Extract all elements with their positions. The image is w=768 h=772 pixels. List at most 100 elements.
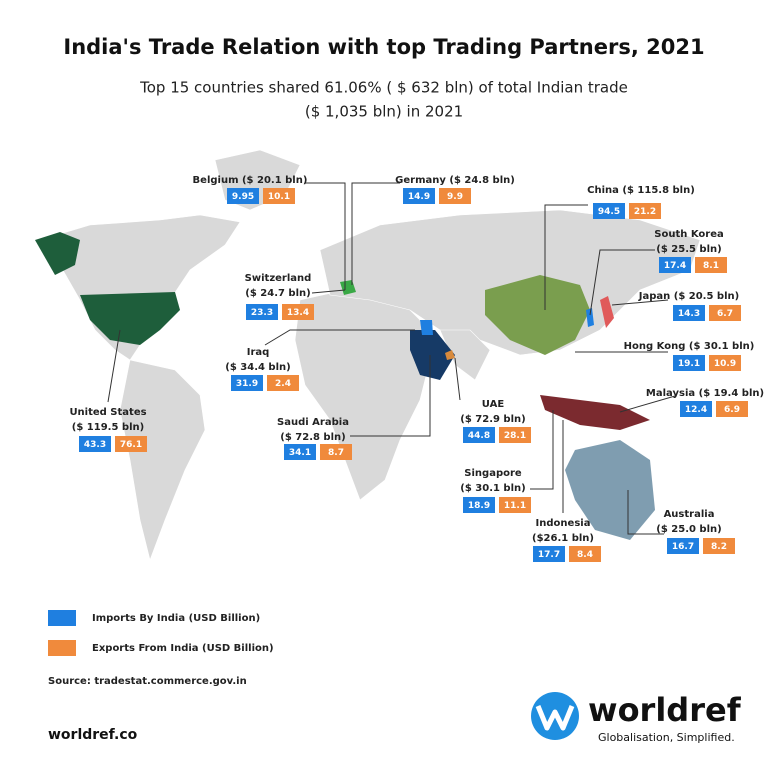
imports-value: 34.1	[289, 448, 311, 458]
exports-box	[629, 203, 661, 219]
brand-name: worldref	[588, 691, 742, 729]
exports-box	[709, 305, 741, 321]
country-label: Saudi Arabia	[277, 417, 349, 428]
imports-value: 44.8	[468, 431, 490, 441]
exports-value: 10.9	[714, 359, 736, 369]
leader-line	[350, 355, 431, 437]
leader-line	[311, 289, 346, 294]
imports-box	[680, 401, 712, 417]
imports-box	[231, 375, 263, 391]
imports-box	[463, 427, 495, 443]
leader-line	[589, 249, 655, 316]
leader-line	[611, 299, 669, 306]
leader-line	[351, 182, 400, 285]
imports-box	[673, 305, 705, 321]
website: worldref.co	[48, 727, 138, 743]
leader-line	[619, 395, 676, 413]
legend-label: Imports By India (USD Billion)	[92, 613, 260, 624]
imports-value: 43.3	[84, 440, 106, 450]
country-label: ($ 72.9 bln)	[460, 414, 525, 425]
subtitle: ($ 1,035 bln) in 2021	[305, 103, 463, 121]
exports-box	[695, 257, 727, 273]
country-label: ($ 25.0 bln)	[656, 524, 721, 535]
world-map	[35, 149, 701, 562]
imports-box	[284, 444, 316, 460]
imports-value: 23.3	[251, 308, 273, 318]
country-label: Belgium ($ 20.1 bln)	[193, 175, 308, 186]
exports-value: 2.4	[275, 379, 291, 389]
exports-box	[709, 355, 741, 371]
exports-value: 9.9	[447, 192, 463, 202]
imports-value: 18.9	[468, 501, 490, 511]
exports-box	[499, 427, 531, 443]
title: India's Trade Relation with top Trading …	[63, 35, 704, 59]
country-label: Malaysia ($ 19.4 bln)	[646, 388, 764, 399]
imports-box	[246, 304, 278, 320]
imports-value: 14.9	[408, 192, 430, 202]
country-label: China ($ 115.8 bln)	[587, 185, 695, 196]
leader-line	[454, 357, 461, 401]
country-label: Iraq	[247, 347, 270, 358]
country-label: South Korea	[654, 229, 723, 240]
exports-box	[263, 188, 295, 204]
country-label: United States	[69, 407, 146, 418]
exports-value: 8.1	[703, 261, 719, 271]
imports-value: 14.3	[678, 309, 700, 319]
exports-box	[499, 497, 531, 513]
country-label: ($ 34.4 bln)	[225, 362, 290, 373]
imports-value: 17.7	[538, 550, 560, 560]
exports-value: 6.7	[717, 309, 733, 319]
imports-box	[667, 538, 699, 554]
imports-value: 9.95	[232, 192, 254, 202]
exports-box	[320, 444, 352, 460]
leader-line	[544, 204, 588, 310]
legend-label: Exports From India (USD Billion)	[92, 643, 274, 654]
exports-box	[569, 546, 601, 562]
exports-value: 6.9	[724, 405, 740, 415]
exports-box	[282, 304, 314, 320]
country-label: Indonesia	[536, 518, 591, 529]
brand-tagline: Globalisation, Simplified.	[598, 731, 735, 744]
exports-box	[703, 538, 735, 554]
country-label: ($ 25.5 bln)	[656, 244, 721, 255]
leader-line	[107, 329, 121, 403]
imports-value: 17.4	[664, 261, 686, 271]
legend-swatch	[48, 640, 76, 656]
country-label: ($ 24.7 bln)	[245, 288, 310, 299]
country-label: Singapore	[464, 468, 522, 479]
imports-value: 16.7	[672, 542, 694, 552]
country-label: ($ 30.1 bln)	[460, 483, 525, 494]
logo: worldref Globalisation, Simplified.	[531, 691, 742, 744]
exports-value: 76.1	[120, 440, 142, 450]
subtitle: Top 15 countries shared 61.06% ( $ 632 b…	[139, 79, 628, 97]
imports-value: 94.5	[598, 207, 620, 217]
country-label: UAE	[482, 399, 505, 410]
leader-line	[530, 410, 554, 490]
country-label: Switzerland	[245, 273, 312, 284]
exports-box	[115, 436, 147, 452]
imports-value: 31.9	[236, 379, 258, 389]
country-label: Germany ($ 24.8 bln)	[395, 175, 515, 186]
imports-box	[533, 546, 565, 562]
country-label: ($ 119.5 bln)	[72, 422, 144, 433]
country-label: Australia	[664, 509, 715, 520]
leader-line	[264, 329, 415, 346]
imports-box	[673, 355, 705, 371]
imports-box	[463, 497, 495, 513]
exports-value: 8.4	[577, 550, 593, 560]
exports-value: 11.1	[504, 501, 526, 511]
exports-box	[439, 188, 471, 204]
exports-value: 21.2	[634, 207, 656, 217]
exports-value: 8.7	[328, 448, 344, 458]
exports-value: 10.1	[268, 192, 290, 202]
country-label: ($26.1 bln)	[532, 533, 594, 544]
imports-box	[227, 188, 259, 204]
exports-value: 8.2	[711, 542, 727, 552]
country-label: ($ 72.8 bln)	[280, 432, 345, 443]
imports-box	[593, 203, 625, 219]
country-label: Japan ($ 20.5 bln)	[638, 291, 739, 302]
imports-value: 12.4	[685, 405, 707, 415]
imports-box	[79, 436, 111, 452]
exports-value: 28.1	[504, 431, 526, 441]
